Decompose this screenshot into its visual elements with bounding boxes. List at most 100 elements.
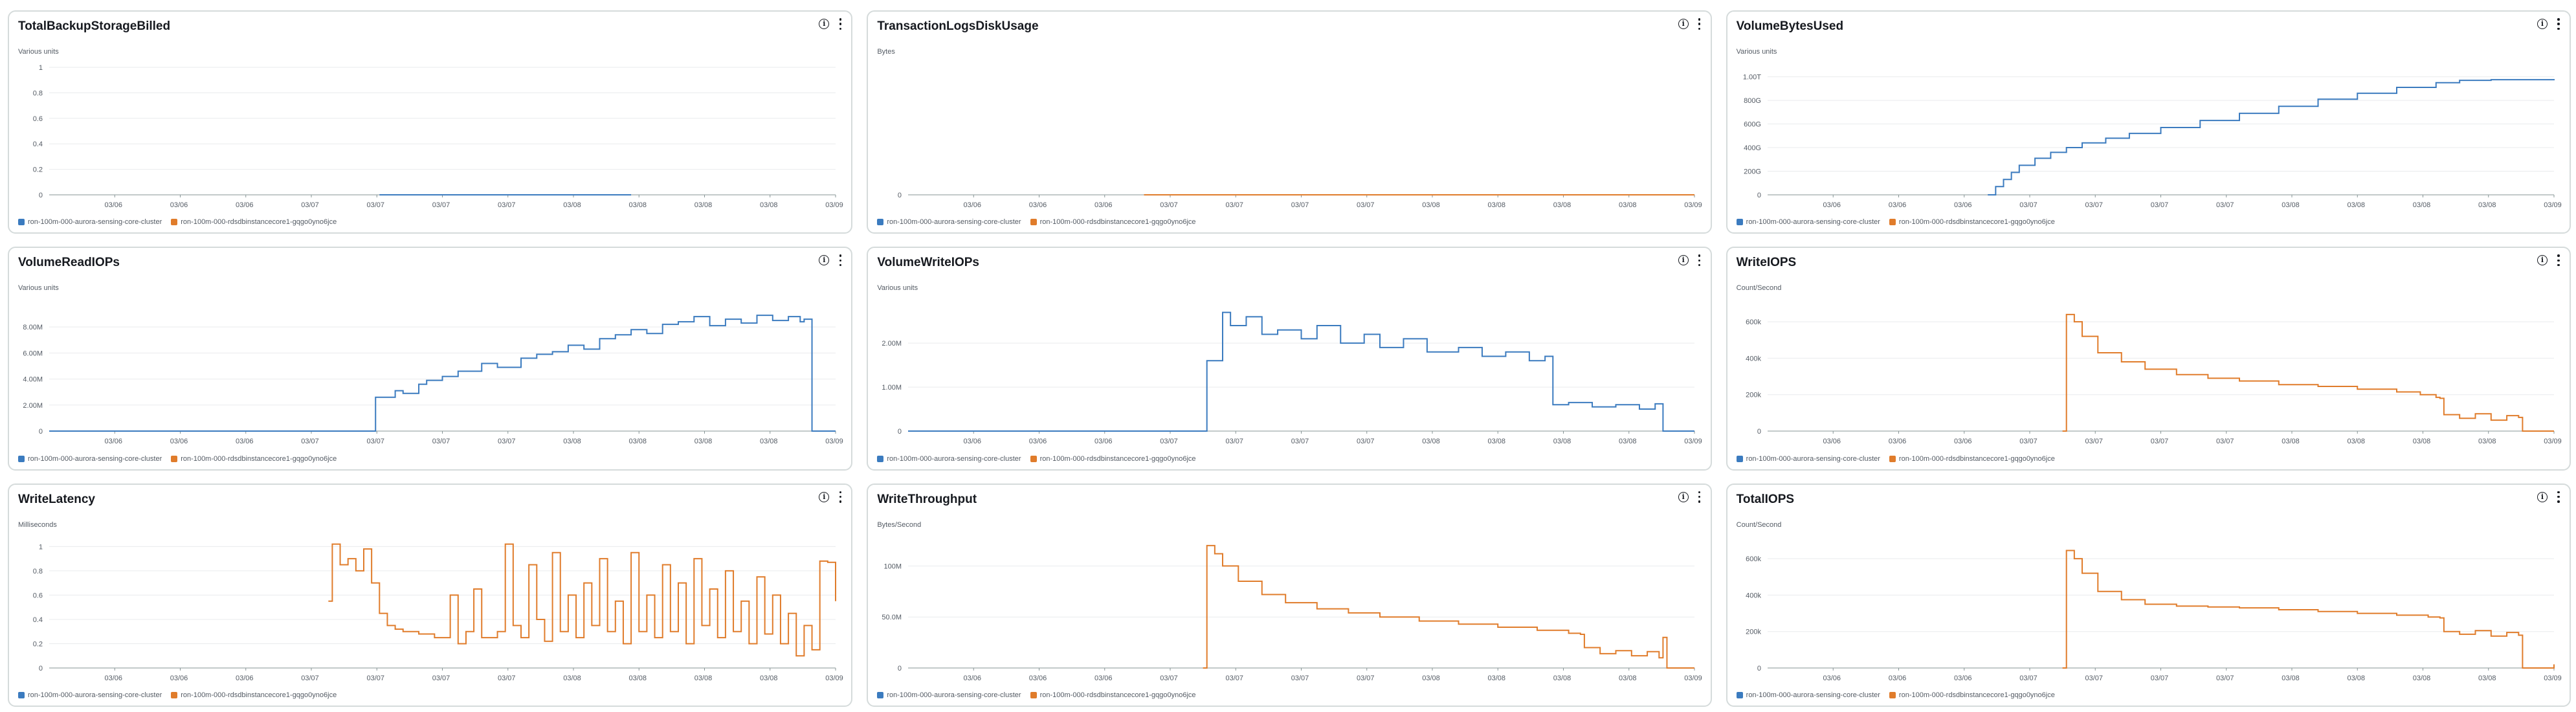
legend-item[interactable]: ron-100m-000-aurora-sensing-core-cluster [877, 218, 1021, 226]
x-tick-label: 03/08 [563, 438, 581, 445]
y-tick-label: 0.8 [33, 89, 43, 97]
legend-item[interactable]: ron-100m-000-aurora-sensing-core-cluster [1736, 455, 1880, 463]
more-actions-icon[interactable] [838, 491, 842, 503]
chart-legend: ron-100m-000-aurora-sensing-core-cluster… [18, 455, 337, 463]
y-tick-label: 800G [1744, 97, 1761, 105]
x-tick-label: 03/07 [498, 201, 516, 209]
info-icon[interactable]: i [1678, 19, 1689, 29]
legend-item[interactable]: ron-100m-000-aurora-sensing-core-cluster [877, 455, 1021, 463]
y-tick-label: 600k [1746, 555, 1761, 563]
chart-legend: ron-100m-000-aurora-sensing-core-cluster… [877, 455, 1196, 463]
legend-item[interactable]: ron-100m-000-rdsdbinstancecore1-gqgo0yno… [1889, 455, 2055, 463]
chart-legend: ron-100m-000-aurora-sensing-core-cluster… [877, 691, 1196, 699]
legend-item[interactable]: ron-100m-000-rdsdbinstancecore1-gqgo0yno… [1889, 691, 2055, 699]
x-tick-label: 03/06 [1823, 201, 1841, 209]
x-tick-label: 03/08 [1488, 674, 1506, 682]
info-icon[interactable]: i [819, 491, 830, 502]
widget-title: WriteThroughput [877, 492, 977, 506]
y-axis-unit-label: Various units [18, 48, 59, 56]
widget-actions: i [1678, 491, 1702, 503]
y-tick-label: 1 [39, 543, 43, 551]
x-tick-label: 03/08 [2347, 674, 2365, 682]
more-actions-icon[interactable] [1698, 491, 1702, 503]
widget-title: TransactionLogsDiskUsage [877, 19, 1039, 33]
x-tick-label: 03/06 [1094, 674, 1113, 682]
y-tick-label: 0.4 [33, 616, 43, 624]
legend-item[interactable]: ron-100m-000-aurora-sensing-core-cluster [18, 691, 162, 699]
y-tick-label: 0 [898, 192, 902, 199]
x-tick-label: 03/07 [366, 674, 384, 682]
legend-item[interactable]: ron-100m-000-rdsdbinstancecore1-gqgo0yno… [1030, 691, 1196, 699]
info-icon[interactable]: i [2537, 19, 2548, 29]
x-tick-label: 03/07 [432, 674, 450, 682]
y-tick-label: 0 [39, 428, 43, 436]
y-tick-label: 4.00M [23, 376, 43, 384]
x-tick-label: 03/07 [498, 438, 516, 445]
info-icon[interactable]: i [1678, 255, 1689, 266]
legend-item[interactable]: ron-100m-000-rdsdbinstancecore1-gqgo0yno… [171, 218, 337, 226]
y-tick-label: 0.4 [33, 140, 43, 148]
legend-swatch [171, 455, 178, 462]
y-tick-label: 400G [1744, 144, 1761, 152]
x-tick-label: 03/06 [1888, 438, 1906, 445]
y-axis-unit-label: Bytes [877, 48, 895, 56]
x-tick-label: 03/06 [1823, 674, 1841, 682]
info-icon[interactable]: i [819, 19, 830, 29]
legend-item[interactable]: ron-100m-000-aurora-sensing-core-cluster [1736, 691, 1880, 699]
info-icon[interactable]: i [819, 255, 830, 266]
legend-swatch [1889, 692, 1896, 698]
metric-widget: WriteLatency i Milliseconds 0 0.2 0.4 0.6 0.… [8, 483, 853, 707]
legend-swatch [877, 455, 884, 462]
x-tick-label: 03/07 [2085, 201, 2103, 209]
metric-widget: VolumeWriteIOPs i Various units 0 1.00M 2.… [867, 247, 1712, 471]
x-tick-label: 03/08 [1619, 201, 1637, 209]
info-icon[interactable]: i [1678, 491, 1689, 502]
more-actions-icon[interactable] [2557, 254, 2560, 267]
more-actions-icon[interactable] [838, 18, 842, 30]
metric-widget: TotalIOPS i Count/Second 0 200k 400k 600k 03… [1726, 483, 2571, 707]
info-icon[interactable]: i [2537, 255, 2548, 266]
x-tick-label: 03/08 [1488, 201, 1506, 209]
series-line [49, 315, 836, 432]
x-tick-label: 03/07 [1226, 201, 1244, 209]
legend-item[interactable]: ron-100m-000-rdsdbinstancecore1-gqgo0yno… [171, 691, 337, 699]
x-tick-label: 03/06 [1823, 438, 1841, 445]
legend-item[interactable]: ron-100m-000-rdsdbinstancecore1-gqgo0yno… [1030, 455, 1196, 463]
y-tick-label: 8.00M [23, 324, 43, 332]
x-tick-label: 03/08 [1488, 438, 1506, 445]
more-actions-icon[interactable] [2557, 18, 2560, 30]
widget-title: WriteLatency [18, 492, 95, 506]
x-tick-label: 03/06 [236, 201, 254, 209]
legend-item[interactable]: ron-100m-000-aurora-sensing-core-cluster [877, 691, 1021, 699]
x-tick-label: 03/09 [825, 201, 843, 209]
widget-actions: i [1678, 254, 1702, 267]
legend-label: ron-100m-000-rdsdbinstancecore1-gqgo0yno… [1039, 218, 1196, 227]
legend-swatch [18, 219, 25, 226]
more-actions-icon[interactable] [1698, 254, 1702, 267]
x-tick-label: 03/07 [2150, 201, 2168, 209]
x-tick-label: 03/07 [1160, 438, 1179, 445]
legend-item[interactable]: ron-100m-000-rdsdbinstancecore1-gqgo0yno… [1030, 218, 1196, 226]
x-tick-label: 03/07 [2019, 674, 2037, 682]
metric-widget: VolumeBytesUsed i Various units 0 200G 400… [1726, 10, 2571, 234]
x-tick-label: 03/08 [2347, 438, 2365, 445]
legend-item[interactable]: ron-100m-000-aurora-sensing-core-cluster [1736, 218, 1880, 226]
x-tick-label: 03/07 [2019, 201, 2037, 209]
info-icon[interactable]: i [2537, 491, 2548, 502]
x-tick-label: 03/06 [1954, 201, 1972, 209]
legend-item[interactable]: ron-100m-000-rdsdbinstancecore1-gqgo0yno… [171, 455, 337, 463]
legend-item[interactable]: ron-100m-000-aurora-sensing-core-cluster [18, 455, 162, 463]
x-tick-label: 03/08 [2478, 438, 2496, 445]
more-actions-icon[interactable] [1698, 18, 1702, 30]
legend-swatch [18, 455, 25, 462]
more-actions-icon[interactable] [838, 254, 842, 267]
legend-label: ron-100m-000-rdsdbinstancecore1-gqgo0yno… [1039, 691, 1196, 699]
more-actions-icon[interactable] [2557, 491, 2560, 503]
x-tick-label: 03/08 [1553, 201, 1571, 209]
x-tick-label: 03/06 [1954, 438, 1972, 445]
legend-item[interactable]: ron-100m-000-rdsdbinstancecore1-gqgo0yno… [1889, 218, 2055, 226]
x-tick-label: 03/06 [1094, 201, 1113, 209]
widget-actions: i [2537, 18, 2560, 30]
x-tick-label: 03/07 [1226, 438, 1244, 445]
legend-item[interactable]: ron-100m-000-aurora-sensing-core-cluster [18, 218, 162, 226]
